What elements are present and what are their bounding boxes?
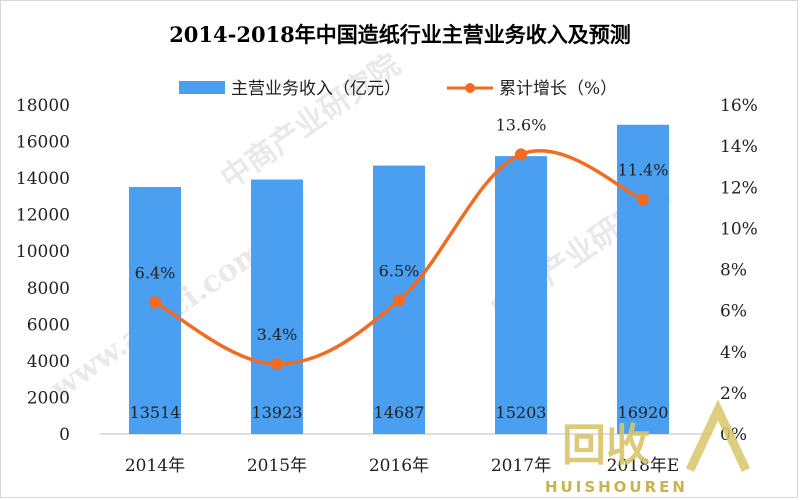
- line-data-label: 6.4%: [135, 263, 176, 282]
- line-data-labels: 6.4% 3.4% 6.5% 13.6% 11.4%: [135, 115, 669, 344]
- bar: [251, 179, 303, 434]
- y-left-tick-label: 2000: [27, 388, 70, 408]
- line-data-label: 6.5%: [379, 261, 420, 280]
- x-tick-label: 2015年: [247, 456, 307, 476]
- y-left-tick-label: 8000: [27, 279, 70, 299]
- axes: 0 2000 4000 6000 8000 10000 12000 14000 16000 180…: [16, 96, 758, 476]
- y-left-tick-label: 18000: [16, 96, 70, 116]
- bar-data-label: 14687: [374, 403, 425, 422]
- x-tick-label: 2014年: [125, 456, 185, 476]
- y-right-tick-label: 12%: [720, 178, 758, 198]
- x-tick-label: 2017年: [491, 456, 551, 476]
- line-point: [149, 296, 161, 309]
- line-data-label: 3.4%: [257, 325, 298, 344]
- y-left-tick-label: 6000: [27, 315, 70, 335]
- logo-text: 回收: [562, 420, 650, 471]
- bar-data-label: 15203: [496, 403, 547, 422]
- legend-bar-swatch: [179, 81, 225, 94]
- bar-data-label: 13923: [252, 403, 303, 422]
- y-left-tick-label: 0: [59, 425, 70, 445]
- logo-subtext: HUISHOUREN: [545, 478, 688, 496]
- bar: [617, 124, 669, 435]
- legend-bar-label: 主营业务收入（亿元）: [231, 79, 401, 99]
- legend-line-label: 累计增长（%）: [499, 79, 617, 99]
- y-right-tick-label: 4%: [720, 343, 747, 363]
- line-data-label: 13.6%: [496, 115, 547, 134]
- y-right-tick-label: 2%: [720, 384, 747, 404]
- logo-triangle-icon: [685, 399, 751, 472]
- bar: [129, 186, 181, 434]
- y-right-tick-label: 14%: [720, 137, 758, 157]
- y-right-tick-label: 16%: [720, 96, 758, 116]
- bar: [495, 156, 547, 435]
- legend-line-marker: [465, 83, 475, 93]
- line-series: [149, 148, 649, 371]
- line-point: [271, 358, 283, 371]
- bar-data-labels: 13514 13923 14687 15203 16920: [130, 403, 669, 422]
- bar-data-label: 16920: [618, 403, 669, 422]
- y-right-tick-label: 10%: [720, 219, 758, 239]
- recycle-logo-watermark: 回收 HUISHOUREN: [545, 399, 751, 496]
- x-tick-label: 2018年E: [607, 456, 680, 476]
- line-point: [393, 294, 405, 307]
- y-left-tick-label: 12000: [16, 206, 70, 226]
- y-left-tick-label: 4000: [27, 352, 70, 372]
- y-right-tick-label: 8%: [720, 261, 747, 281]
- line-data-label: 11.4%: [618, 161, 669, 180]
- y-right-tick-label: 6%: [720, 302, 747, 322]
- y-left-tick-label: 14000: [16, 169, 70, 189]
- x-tick-label: 2016年: [369, 456, 429, 476]
- line-point: [637, 193, 649, 206]
- y-left-tick-label: 16000: [16, 133, 70, 153]
- y-left-tick-label: 10000: [16, 242, 70, 262]
- bar-data-label: 13514: [130, 403, 181, 422]
- bar-series: [129, 124, 669, 435]
- legend: 主营业务收入（亿元） 累计增长（%）: [179, 79, 617, 99]
- line-point: [515, 148, 527, 161]
- chart-title: 2014-2018年中国造纸行业主营业务收入及预测: [169, 22, 631, 47]
